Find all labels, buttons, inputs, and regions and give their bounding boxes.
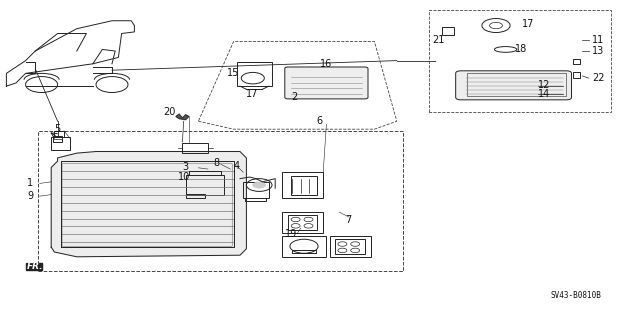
Polygon shape — [26, 263, 42, 270]
Circle shape — [253, 182, 266, 188]
Text: 6: 6 — [317, 116, 323, 126]
Bar — [467, 73, 566, 96]
Text: SV43-B0810B: SV43-B0810B — [551, 291, 602, 300]
Text: 18: 18 — [515, 44, 527, 55]
Text: 11: 11 — [592, 35, 604, 45]
Text: FR.: FR. — [27, 262, 44, 271]
Text: 2: 2 — [291, 92, 298, 102]
Bar — [282, 172, 323, 198]
Text: 21: 21 — [432, 35, 444, 45]
Bar — [282, 212, 323, 233]
Bar — [573, 72, 580, 78]
Bar — [288, 215, 317, 230]
Text: 17: 17 — [522, 19, 534, 29]
Text: 7: 7 — [346, 215, 352, 225]
Text: 13: 13 — [592, 46, 604, 56]
Bar — [38, 131, 403, 271]
Text: 19: 19 — [285, 229, 297, 240]
Text: 9: 9 — [27, 191, 33, 201]
FancyBboxPatch shape — [456, 71, 572, 100]
Text: 14: 14 — [538, 89, 550, 99]
Text: 4: 4 — [234, 161, 240, 171]
Text: 16: 16 — [320, 59, 332, 69]
Polygon shape — [176, 114, 189, 120]
Text: 8: 8 — [213, 158, 220, 168]
Bar — [573, 59, 580, 64]
Bar — [291, 176, 317, 195]
Bar — [237, 62, 272, 86]
Bar — [282, 236, 326, 257]
Bar — [330, 236, 371, 257]
Bar — [53, 136, 62, 142]
Bar — [51, 137, 70, 150]
Text: 15: 15 — [227, 68, 239, 78]
Bar — [186, 175, 224, 195]
Text: 20: 20 — [163, 107, 175, 117]
Bar — [335, 239, 365, 254]
Bar — [442, 27, 454, 35]
Bar — [182, 143, 208, 153]
Text: 12: 12 — [538, 79, 550, 90]
Bar — [243, 182, 269, 198]
Text: 5: 5 — [54, 124, 61, 134]
Text: 3: 3 — [182, 161, 189, 172]
Bar — [186, 194, 205, 198]
Polygon shape — [51, 152, 246, 257]
FancyBboxPatch shape — [285, 67, 368, 99]
Text: 1: 1 — [27, 178, 33, 189]
Text: 10: 10 — [178, 172, 190, 182]
Text: 17: 17 — [246, 89, 259, 99]
Text: 22: 22 — [592, 73, 605, 83]
